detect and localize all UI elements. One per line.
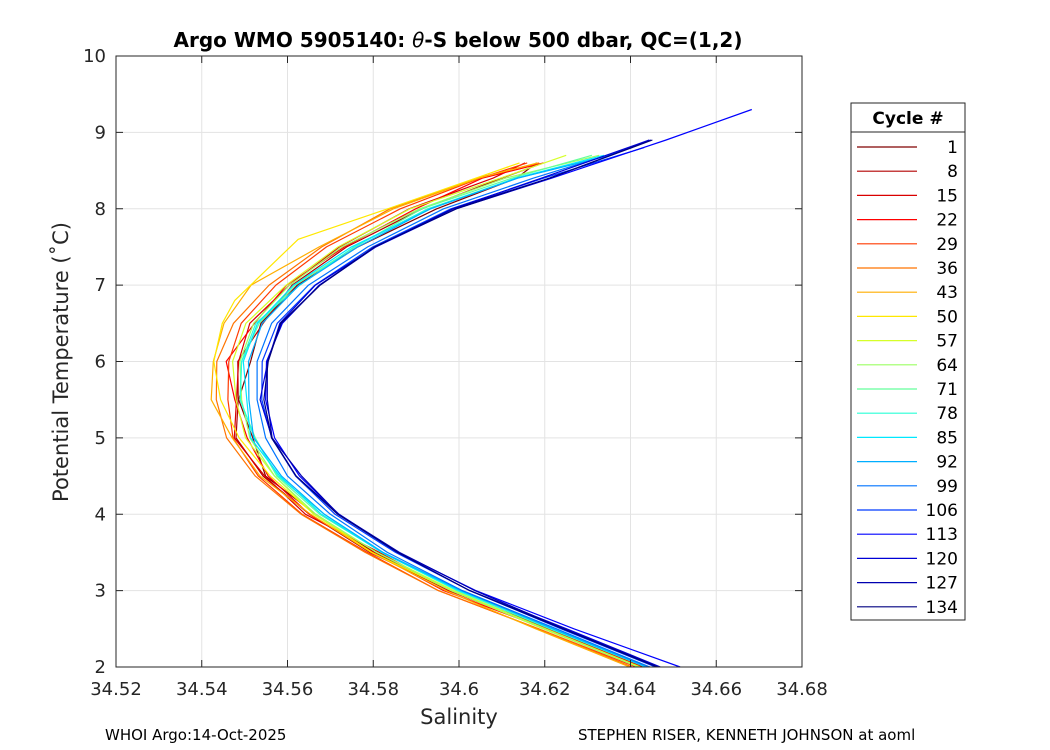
legend-label-cycle-64: 64 — [936, 356, 958, 376]
legend-title: Cycle # — [872, 109, 943, 129]
series-line-cycle-127 — [266, 139, 660, 668]
y-tick-label: 6 — [95, 352, 106, 373]
x-tick-label: 34.6 — [439, 679, 479, 700]
legend-label-cycle-57: 57 — [936, 332, 958, 352]
y-tick-label: 10 — [83, 46, 106, 67]
series-line-cycle-92 — [247, 154, 648, 668]
x-tick-label: 34.66 — [690, 679, 742, 700]
series-line-cycle-85 — [242, 154, 646, 668]
legend-label-cycle-71: 71 — [936, 380, 958, 400]
legend-label-cycle-29: 29 — [936, 235, 958, 255]
legend-label-cycle-106: 106 — [926, 501, 958, 521]
x-tick-label: 34.64 — [605, 679, 657, 700]
legend-label-cycle-85: 85 — [936, 428, 958, 448]
x-tick-label: 34.58 — [347, 679, 399, 700]
series-line-cycle-50 — [213, 162, 640, 668]
x-axis-label: Salinity — [420, 705, 498, 729]
series-line-cycle-57 — [232, 154, 641, 668]
series-layer — [210, 108, 753, 668]
legend-label-cycle-134: 134 — [926, 598, 958, 618]
legend-label-cycle-22: 22 — [936, 211, 958, 231]
legend-label-cycle-99: 99 — [936, 477, 958, 497]
series-line-cycle-36 — [215, 162, 633, 668]
series-line-cycle-134 — [263, 139, 658, 668]
legend-label-cycle-113: 113 — [926, 525, 958, 545]
y-tick-label: 4 — [95, 504, 106, 525]
legend-label-cycle-36: 36 — [936, 259, 958, 279]
y-tick-label: 7 — [95, 275, 106, 296]
axis-ticks: 34.52 34.54 34.56 34.58 34.6 34.62 34.64 34.66 3… — [83, 46, 828, 700]
y-tick-label: 3 — [95, 581, 106, 602]
legend-label-cycle-15: 15 — [936, 186, 958, 206]
x-tick-label: 34.56 — [262, 679, 314, 700]
footer-credits: STEPHEN RISER, KENNETH JOHNSON at aoml — [578, 726, 916, 744]
series-line-cycle-99 — [256, 147, 651, 668]
legend-label-cycle-43: 43 — [936, 283, 958, 303]
legend-label-cycle-120: 120 — [926, 549, 958, 569]
legend-entries: 1 8 15 22 29 36 43 50 57 64 71 78 85 92 99 106 113 120 127… — [857, 138, 958, 618]
series-line-cycle-43 — [210, 162, 630, 668]
chart-title: Argo WMO 5905140: θ-S below 500 dbar, QC… — [174, 28, 743, 52]
y-tick-label: 8 — [95, 199, 106, 220]
y-tick-label: 2 — [95, 657, 106, 678]
x-tick-label: 34.54 — [176, 679, 228, 700]
x-tick-label: 34.68 — [776, 679, 828, 700]
legend-label-cycle-50: 50 — [936, 307, 958, 327]
legend-label-cycle-92: 92 — [936, 453, 958, 473]
x-tick-label: 34.62 — [519, 679, 571, 700]
legend-label-cycle-8: 8 — [947, 162, 958, 182]
y-axis-label: Potential Temperature (˚C) — [49, 222, 73, 502]
series-line-cycle-64 — [239, 154, 639, 668]
x-tick-label: 34.52 — [90, 679, 142, 700]
legend: Cycle # 18152229364350576471788592991061… — [850, 102, 966, 621]
footer-date: WHOI Argo:14-Oct-2025 — [105, 726, 287, 744]
legend-label-cycle-1: 1 — [947, 138, 958, 158]
y-tick-label: 9 — [95, 122, 106, 143]
legend-label-cycle-78: 78 — [936, 404, 958, 424]
y-tick-label: 5 — [95, 428, 106, 449]
legend-label-cycle-127: 127 — [926, 574, 958, 594]
